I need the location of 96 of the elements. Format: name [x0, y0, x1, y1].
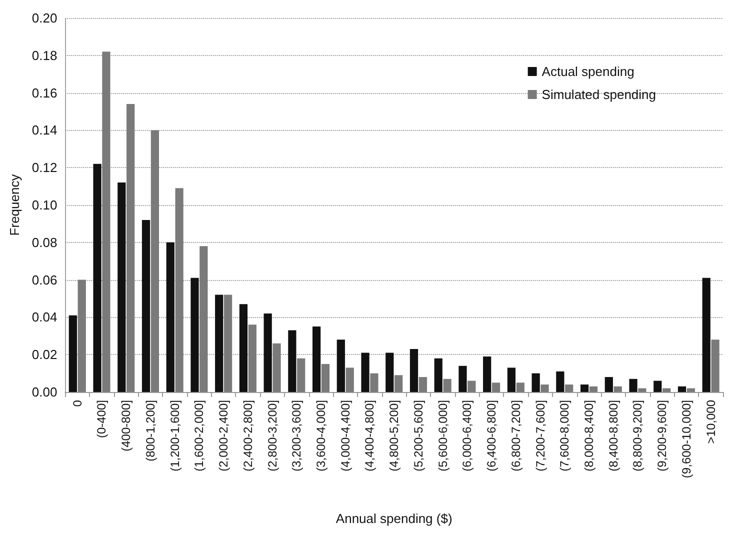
bar	[580, 384, 589, 392]
x-tick-label: (800-1,200]	[143, 400, 158, 462]
bar	[321, 364, 330, 392]
x-tick-label: (3,600-4,000]	[314, 400, 328, 472]
bar	[93, 164, 102, 392]
x-tick-label: (5,200-5,600]	[411, 400, 426, 472]
bar	[118, 182, 126, 392]
bar	[678, 386, 686, 392]
y-tick-label: 0.04	[32, 310, 58, 325]
bar	[556, 371, 564, 392]
bar	[150, 130, 159, 392]
x-tick-label: (2,000-2,400]	[216, 400, 231, 472]
bar	[686, 388, 695, 392]
x-tick-label: (9,600-10,000]	[679, 400, 694, 478]
bar	[272, 343, 281, 392]
y-tick-label: 0.08	[32, 234, 58, 250]
bar	[629, 378, 638, 392]
bar	[126, 104, 135, 392]
bar	[711, 340, 720, 392]
bar	[565, 384, 574, 392]
x-tick-label: (1,200-1,600]	[168, 400, 182, 472]
bar	[483, 356, 492, 392]
bar	[532, 373, 540, 392]
x-axis-title: Annual spending ($)	[336, 511, 452, 526]
bar	[370, 373, 378, 392]
y-tick-label: 0.02	[32, 347, 58, 362]
y-tick-label: 0.00	[32, 384, 58, 400]
y-tick-label: 0.18	[32, 48, 58, 63]
bar	[215, 294, 224, 392]
x-tick-label: (400-800]	[119, 400, 134, 452]
x-tick-label: (8,000-8,400]	[582, 400, 596, 472]
bar	[361, 352, 370, 392]
bar	[264, 313, 272, 392]
x-tick-label: (7,600-8,000]	[558, 400, 572, 472]
bar	[288, 330, 296, 392]
x-tick-label: (7,200-7,600]	[533, 400, 548, 472]
bar	[443, 378, 452, 392]
bar	[142, 220, 150, 392]
bar	[394, 375, 403, 392]
y-tick-label: 0.10	[32, 198, 58, 212]
bar	[175, 188, 184, 392]
y-tick-label: 0.16	[32, 85, 58, 100]
bar	[166, 242, 174, 392]
x-tick-label: 0	[70, 400, 84, 407]
bar	[702, 278, 710, 392]
bar	[78, 280, 86, 392]
legend-label: Actual spending	[542, 64, 634, 79]
bar	[458, 366, 467, 392]
x-tick-label: (3,200-3,600]	[290, 400, 304, 472]
bar	[604, 377, 613, 392]
y-tick-label: 0.06	[32, 272, 58, 288]
bar	[224, 294, 232, 392]
y-tick-label: 0.20	[32, 10, 58, 26]
bar	[540, 384, 549, 392]
y-tick-label: 0.12	[32, 160, 58, 176]
bar	[102, 52, 110, 392]
bar	[662, 388, 671, 392]
x-tick-label: >10,000	[704, 400, 718, 444]
y-axis-title: Frequency	[7, 174, 22, 236]
x-tick-label: (1,600-2,000]	[192, 400, 206, 472]
x-tick-label: (4,000-4,400]	[338, 400, 352, 472]
x-tick-label: (9,200-9,600]	[655, 400, 670, 472]
bar	[434, 358, 442, 392]
bar	[68, 315, 77, 392]
x-tick-label: (6,000-6,400]	[460, 400, 474, 472]
bar	[410, 348, 418, 392]
bar	[468, 380, 476, 392]
bar	[418, 377, 427, 392]
x-tick-label: (6,800-7,200]	[508, 400, 523, 472]
bar	[336, 340, 345, 392]
bar	[654, 380, 662, 392]
x-tick-label: (0-400]	[94, 400, 109, 438]
x-tick-label: (5,600-6,000]	[436, 400, 450, 472]
bar	[346, 368, 354, 392]
bar	[248, 324, 256, 392]
x-tick-label: (2,800-3,200]	[265, 400, 280, 472]
bar	[312, 326, 321, 392]
bar	[638, 388, 646, 392]
bar	[516, 382, 524, 392]
bar	[589, 386, 598, 392]
bar	[200, 246, 208, 392]
bar	[190, 278, 199, 392]
bar	[492, 382, 500, 392]
x-tick-label: (8,800-9,200]	[630, 400, 645, 472]
y-tick-label: 0.14	[32, 122, 58, 138]
bar	[614, 386, 622, 392]
legend-label: Simulated spending	[542, 87, 656, 102]
bar	[386, 352, 394, 392]
x-tick-label: (4,800-5,200]	[387, 400, 402, 472]
x-tick-label: (6,400-6,800]	[484, 400, 499, 472]
x-tick-label: (8,400-8,800]	[606, 400, 620, 472]
x-tick-label: (2,400-2,800]	[240, 400, 255, 472]
x-tick-label: (4,400-4,800]	[362, 400, 377, 472]
bar	[297, 358, 306, 392]
bar	[507, 368, 516, 392]
bar	[239, 304, 248, 392]
